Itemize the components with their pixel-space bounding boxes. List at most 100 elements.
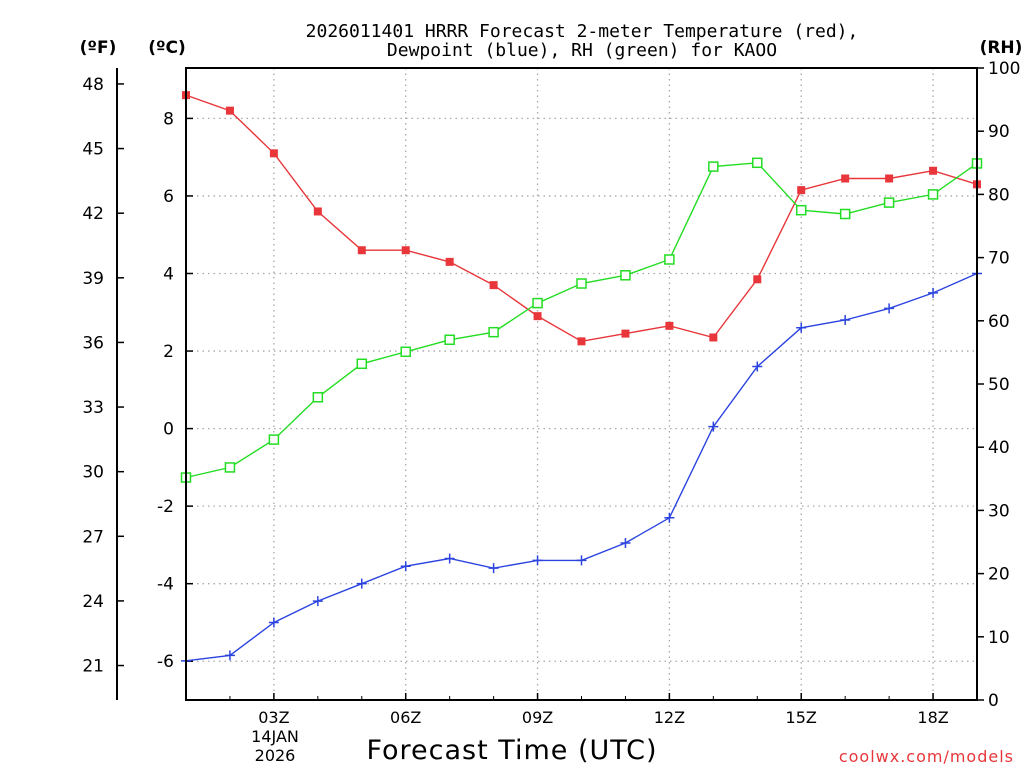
rh-tick-label: 50: [988, 375, 1010, 395]
rh-tick-label: 100: [988, 59, 1020, 79]
rh-point: [708, 161, 719, 172]
fahrenheit-tick-label: 21: [82, 657, 104, 677]
rh-point: [312, 392, 324, 403]
temperature-point: [665, 321, 674, 330]
temperature-line: [185, 94, 978, 343]
celsius-tick-label: 6: [163, 187, 174, 207]
dewpoint-point: [400, 561, 411, 572]
time-tick-label: 15Z: [786, 708, 817, 727]
dewpoint-point: [928, 287, 939, 298]
temperature-point: [841, 174, 850, 183]
x-axis-title: Forecast Time (UTC): [366, 735, 657, 766]
temperature-point: [313, 207, 322, 216]
dewpoint-point: [796, 322, 807, 333]
plot-frame: [185, 67, 978, 701]
fahrenheit-tick-label: 33: [82, 398, 104, 418]
dewpoint-point: [532, 555, 543, 566]
rh-point: [576, 278, 587, 289]
rh-tick-label: 40: [988, 438, 1010, 458]
rh-point: [839, 208, 851, 220]
temperature-point: [753, 275, 762, 284]
time-tick-label: 03Z: [258, 708, 289, 727]
time-tick-label: 12Z: [654, 708, 685, 727]
fahrenheit-tick-label: 30: [82, 463, 104, 483]
rh-point: [664, 254, 675, 265]
date-label-day: 14JAN: [251, 727, 299, 746]
chart-title: 2026011401 HRRR Forecast 2-meter Tempera…: [306, 21, 859, 61]
celsius-tick-label: -6: [157, 652, 174, 672]
rh-tick-label: 10: [988, 628, 1010, 648]
celsius-tick-label: -2: [157, 497, 174, 517]
rh-point: [488, 326, 499, 338]
fahrenheit-tick-label: 48: [82, 75, 104, 95]
rh-unit-label: (RH): [980, 38, 1023, 58]
temperature-point: [269, 149, 278, 158]
temperature-point: [885, 174, 894, 183]
rh-tick-label: 90: [988, 122, 1010, 142]
fahrenheit-unit-label: (ºF): [80, 38, 117, 58]
rh-tick-label: 80: [988, 185, 1010, 205]
rh-tick-label: 70: [988, 249, 1010, 269]
temperature-point: [357, 246, 366, 255]
celsius-tick-label: 2: [163, 342, 174, 362]
dewpoint-point: [620, 537, 631, 548]
temperature-point: [225, 106, 234, 115]
rh-point: [795, 204, 807, 216]
rh-point: [224, 462, 236, 473]
rh-point: [400, 346, 411, 358]
rh-point: [268, 434, 280, 445]
dewpoint-line: [185, 272, 978, 662]
fahrenheit-axis: 21 24 27 30 33 36 39 42 45 48: [82, 68, 124, 700]
celsius-axis: -6 -4 -2 0 2 4 6 8: [157, 109, 193, 672]
celsius-tick-label: 8: [163, 109, 174, 129]
dewpoint-series: [181, 268, 982, 666]
temperature-point: [401, 246, 410, 255]
date-label-year: 2026: [255, 746, 296, 765]
fahrenheit-tick-label: 42: [82, 204, 104, 224]
credit-label: coolwx.com/models: [839, 747, 1014, 766]
rh-point: [444, 334, 455, 346]
rh-tick-label: 20: [988, 565, 1010, 585]
rh-point: [927, 189, 939, 200]
celsius-tick-label: 0: [163, 420, 174, 440]
data-series: [180, 91, 983, 666]
dewpoint-point: [444, 553, 455, 564]
fahrenheit-tick-label: 27: [82, 527, 104, 547]
fahrenheit-tick-label: 24: [82, 592, 104, 612]
rh-point: [532, 297, 543, 309]
dewpoint-point: [708, 421, 719, 432]
temperature-point: [621, 329, 630, 338]
rh-tick-label: 0: [988, 691, 999, 711]
rh-point: [752, 157, 763, 169]
fahrenheit-tick-label: 36: [82, 333, 104, 353]
dewpoint-point: [884, 303, 895, 314]
rh-tick-label: 60: [988, 312, 1010, 332]
time-tick-label: 09Z: [522, 708, 553, 727]
rh-series: [180, 157, 983, 483]
dewpoint-point: [312, 596, 323, 607]
celsius-tick-label: 4: [163, 264, 174, 284]
dewpoint-point: [356, 578, 367, 589]
temperature-point: [445, 257, 454, 266]
dewpoint-point: [268, 617, 279, 628]
temperature-point: [709, 333, 718, 342]
rh-tick-label: 30: [988, 501, 1010, 521]
dewpoint-point: [840, 315, 851, 326]
rh-axis: 0 10 20 30 40 50 60 70 80 90 100: [977, 59, 1020, 711]
temperature-point: [533, 312, 542, 321]
rh-point: [356, 358, 368, 370]
dewpoint-point: [664, 512, 675, 523]
chart-title-line-2: Dewpoint (blue), RH (green) for KAOO: [387, 40, 777, 61]
x-axis: 03Z 06Z 09Z 12Z 15Z 18Z: [185, 693, 978, 727]
chart-title-line-1: 2026011401 HRRR Forecast 2-meter Tempera…: [306, 21, 859, 42]
dewpoint-point: [752, 361, 763, 372]
fahrenheit-tick-label: 45: [82, 140, 104, 160]
temperature-point: [577, 337, 586, 346]
time-tick-label: 06Z: [390, 708, 421, 727]
celsius-tick-label: -4: [157, 575, 174, 595]
temperature-point: [489, 281, 498, 290]
celsius-unit-label: (ºC): [148, 38, 186, 58]
dewpoint-point: [224, 650, 235, 661]
gridlines: [186, 68, 977, 700]
